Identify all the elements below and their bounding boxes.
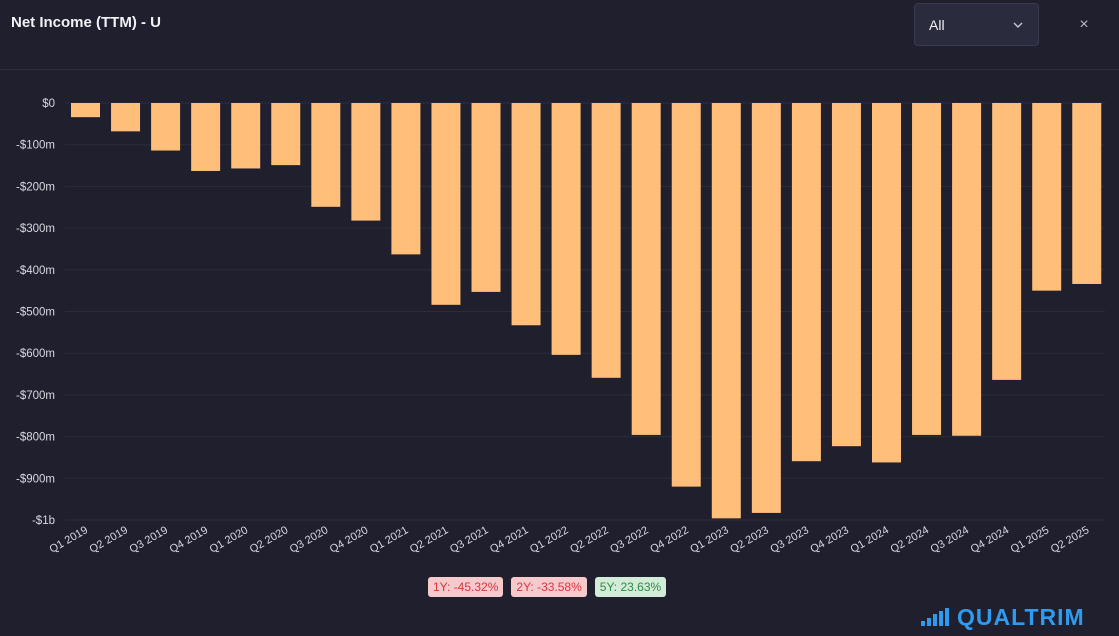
y-tick-label: -$700m [16,390,55,402]
bar[interactable] [912,103,942,435]
x-tick-label: Q2 2023 [728,524,771,555]
x-tick-label: Q3 2019 [128,524,171,555]
x-tick-label: Q1 2024 [848,524,891,555]
bar[interactable] [71,103,100,118]
x-tick-label: Q2 2021 [408,524,451,555]
x-tick-label: Q2 2022 [568,524,611,555]
bar[interactable] [111,103,141,132]
x-tick-label: Q4 2021 [488,524,531,555]
x-tick-label: Q3 2024 [929,524,972,555]
bar[interactable] [311,103,341,207]
x-tick-label: Q1 2023 [688,524,731,555]
x-tick-label: Q4 2023 [808,524,851,555]
bar[interactable] [631,103,661,435]
badge-2y: 2Y: -33.58% [511,577,587,597]
bar[interactable] [191,103,221,171]
x-tick-label: Q4 2019 [168,524,211,555]
chart-header: Net Income (TTM) - U All × [0,0,1119,70]
qualtrim-logo[interactable]: QUALTRIM [921,604,1085,630]
bar[interactable] [791,103,821,462]
bar[interactable] [831,103,861,447]
x-tick-label: Q3 2021 [448,524,491,555]
range-select-value: All [929,16,945,33]
logo-text: QUALTRIM [957,603,1085,630]
bar[interactable] [551,103,581,355]
y-tick-label: -$500m [16,307,55,319]
x-tick-label: Q3 2020 [288,524,331,555]
y-tick-label: -$800m [16,432,55,444]
badge-1y: 1Y: -45.32% [428,577,504,597]
bar[interactable] [391,103,421,255]
bar[interactable] [351,103,381,221]
y-tick-label: -$200m [16,181,55,193]
badge-5y: 5Y: 23.63% [594,577,667,597]
bar[interactable] [1032,103,1062,291]
close-button[interactable]: × [1062,3,1106,46]
y-tick-label: -$400m [16,265,55,277]
net-income-chart: $0 -$100m -$200m -$300m -$400m -$500m -$600m -$… [16,98,1105,556]
x-tick-label: Q1 2020 [208,524,251,555]
bar[interactable] [1072,103,1102,284]
x-tick-label: Q2 2020 [248,524,291,555]
bar[interactable] [992,103,1022,380]
x-tick-label: Q4 2024 [969,524,1012,555]
bar[interactable] [751,103,781,513]
x-tick-label: Q4 2022 [648,524,691,555]
x-tick-label: Q4 2020 [328,524,371,555]
close-icon: × [1079,15,1089,33]
y-tick-label: $0 [42,98,55,110]
y-tick-label: -$100m [16,140,55,152]
range-select[interactable]: All [914,3,1039,46]
x-tick-label: Q1 2019 [47,524,90,555]
bar[interactable] [431,103,461,305]
chevron-down-icon [1013,22,1023,28]
x-tick-label: Q2 2024 [889,524,932,555]
bar[interactable] [952,103,982,436]
y-tick-label: -$900m [16,473,55,485]
x-tick-label: Q1 2025 [1009,524,1052,555]
y-tick-label: -$300m [16,223,55,235]
bar[interactable] [711,103,741,519]
bar[interactable] [471,103,501,292]
y-tick-label: -$600m [16,348,55,360]
bar[interactable] [231,103,261,169]
x-tick-label: Q1 2022 [528,524,571,555]
chart-title: Net Income (TTM) - U [11,14,161,31]
growth-badges: 1Y: -45.32% 2Y: -33.58% 5Y: 23.63% [428,577,667,597]
bar[interactable] [671,103,701,487]
x-tick-label: Q2 2025 [1049,524,1092,555]
x-tick-label: Q1 2021 [368,524,411,555]
bar[interactable] [151,103,181,151]
x-tick-label: Q3 2023 [768,524,811,555]
bar[interactable] [511,103,541,326]
bar[interactable] [872,103,901,463]
bar-chart-icon [921,608,949,626]
x-tick-label: Q2 2019 [88,524,131,555]
bar[interactable] [271,103,301,166]
y-tick-label: -$1b [32,515,55,527]
bar[interactable] [591,103,621,378]
x-tick-label: Q3 2022 [608,524,651,555]
